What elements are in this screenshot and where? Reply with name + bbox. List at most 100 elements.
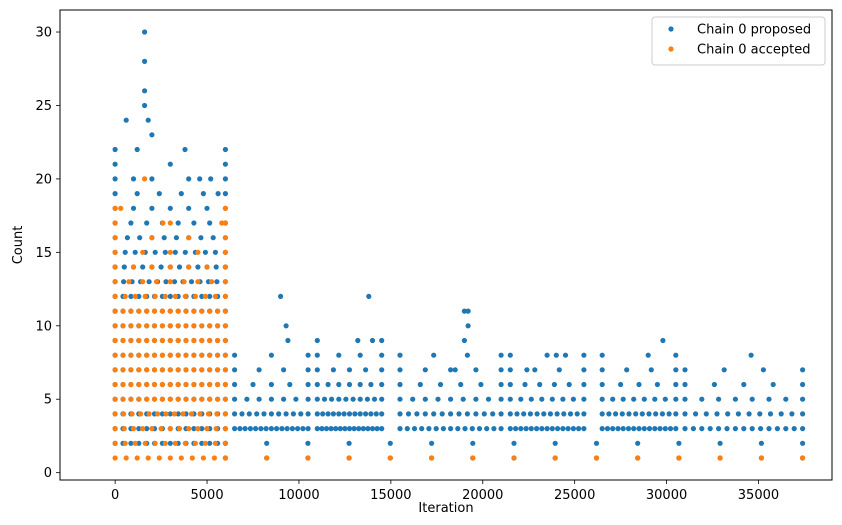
data-point — [149, 205, 155, 211]
y-tick-label: 10 — [35, 319, 52, 334]
data-point — [800, 455, 806, 461]
data-point — [175, 381, 181, 388]
data-point — [242, 426, 248, 432]
data-point — [142, 88, 148, 94]
data-point — [120, 367, 126, 373]
data-point — [140, 264, 146, 270]
data-point — [379, 396, 385, 402]
data-point — [507, 426, 513, 432]
data-point — [136, 337, 142, 344]
data-point — [465, 323, 471, 329]
data-point — [281, 367, 287, 373]
data-point — [305, 440, 311, 446]
data-point — [151, 352, 158, 358]
data-point — [693, 411, 699, 417]
data-point — [207, 440, 213, 446]
data-point — [448, 411, 454, 417]
data-point — [552, 455, 558, 461]
data-point — [222, 367, 228, 373]
data-point — [112, 352, 118, 358]
data-point — [163, 279, 169, 285]
data-point — [144, 367, 150, 373]
data-point — [276, 411, 282, 417]
data-point — [323, 426, 330, 432]
data-point — [682, 411, 688, 417]
data-point — [435, 396, 441, 402]
data-point — [162, 293, 168, 299]
data-point — [767, 411, 774, 417]
data-point — [186, 205, 192, 211]
data-point — [182, 293, 188, 299]
plot-area — [112, 29, 806, 461]
x-tick-label: 5000 — [191, 488, 224, 503]
data-point — [498, 381, 504, 388]
data-point — [336, 396, 342, 402]
data-point — [314, 396, 320, 402]
data-point — [192, 440, 198, 446]
data-point — [192, 293, 198, 299]
data-point — [735, 411, 742, 417]
data-point — [346, 455, 352, 461]
data-point — [305, 455, 311, 461]
data-point — [369, 426, 376, 432]
data-point — [547, 411, 554, 417]
data-point — [160, 220, 166, 226]
data-point — [155, 411, 161, 417]
data-point — [142, 58, 148, 64]
data-point — [498, 411, 504, 417]
data-point — [749, 396, 755, 402]
data-point — [120, 352, 126, 358]
data-point — [581, 352, 587, 358]
data-point — [682, 426, 688, 432]
data-point — [741, 426, 747, 432]
data-point — [371, 396, 378, 402]
data-point — [498, 396, 504, 402]
data-point — [205, 411, 212, 417]
data-point — [554, 411, 560, 417]
data-point — [599, 381, 605, 388]
data-point — [142, 29, 148, 35]
data-point — [112, 205, 118, 211]
data-point — [183, 337, 189, 344]
data-point — [274, 426, 280, 432]
data-point — [162, 249, 168, 255]
data-point — [121, 426, 127, 432]
data-point — [258, 426, 264, 432]
data-point — [215, 381, 221, 388]
data-point — [222, 220, 228, 226]
data-point — [142, 440, 148, 446]
data-point — [222, 191, 228, 197]
data-point — [144, 426, 150, 432]
data-point — [191, 367, 197, 373]
data-point — [222, 146, 228, 153]
data-point — [298, 411, 304, 417]
data-point — [162, 440, 168, 446]
data-point — [268, 411, 274, 417]
data-point — [213, 264, 219, 270]
data-point — [662, 396, 668, 402]
data-point — [414, 411, 420, 417]
data-point — [112, 191, 118, 197]
data-point — [470, 455, 476, 461]
data-point — [631, 426, 637, 432]
data-point — [112, 235, 118, 241]
data-point — [152, 440, 158, 446]
data-point — [800, 367, 806, 373]
data-point — [560, 426, 566, 432]
data-point — [355, 337, 361, 344]
data-point — [129, 411, 135, 417]
data-point — [197, 411, 203, 417]
legend-marker-proposed — [668, 26, 674, 32]
data-point — [440, 426, 446, 432]
data-point — [613, 411, 619, 417]
data-point — [167, 323, 173, 329]
data-point — [325, 411, 331, 417]
data-point — [120, 396, 126, 402]
data-point — [511, 455, 517, 461]
data-point — [159, 323, 165, 329]
data-point — [180, 411, 186, 417]
data-point — [439, 411, 445, 417]
data-point — [222, 426, 228, 432]
data-point — [232, 411, 238, 417]
data-point — [222, 235, 228, 241]
